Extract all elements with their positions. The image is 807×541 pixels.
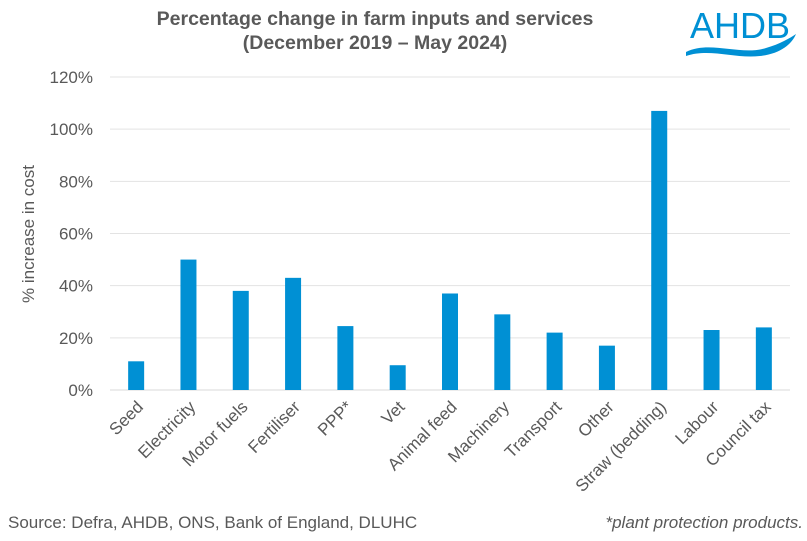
y-tick-label: 80% (59, 172, 93, 191)
x-tick-label: Labour (671, 397, 722, 448)
logo-text: AHDB (690, 5, 790, 46)
footer-note: *plant protection products. (605, 513, 803, 532)
bar-motor-fuels (232, 290, 249, 390)
bar-electricity (180, 259, 197, 390)
bar-machinery (494, 314, 511, 390)
x-tick-label: Seed (105, 397, 147, 439)
bar-ppp (337, 326, 354, 390)
y-tick-label: 60% (59, 225, 93, 244)
footer-source: Source: Defra, AHDB, ONS, Bank of Englan… (8, 513, 418, 532)
chart-title-line1: Percentage change in farm inputs and ser… (156, 8, 594, 30)
bar-straw-bedding (651, 110, 668, 391)
y-axis-label: % increase in cost (19, 165, 38, 303)
bar-animal-feed (442, 293, 458, 390)
y-tick-labels: 0% 20% 40% 60% 80% 100% 120% (50, 68, 93, 400)
x-tick-label: PPP* (314, 397, 356, 439)
bar-labour (703, 330, 720, 390)
x-tick-label: Other (574, 397, 618, 441)
logo-wave (686, 34, 796, 57)
chart-subtitle: (December 2019 – May 2024) (242, 32, 508, 54)
y-tick-label: 40% (59, 277, 93, 296)
x-tick-label: Transport (501, 397, 566, 462)
y-tick-label: 0% (68, 381, 93, 400)
bar-fertiliser (285, 277, 302, 390)
y-tick-label: 100% (50, 120, 93, 139)
ahdb-logo: AHDB (686, 5, 796, 57)
y-tick-label: 20% (59, 329, 93, 348)
x-tick-label: Vet (378, 397, 409, 428)
bar-council-tax (755, 327, 772, 390)
bar-other (598, 345, 615, 390)
bars (128, 110, 772, 391)
x-tick-label: Straw (bedding) (572, 397, 670, 495)
bar-vet (389, 365, 406, 390)
bar-transport (546, 332, 563, 390)
bar-seed (128, 361, 145, 390)
chart-title: Percentage change in farm inputs and ser… (100, 7, 650, 55)
x-tick-label: Fertiliser (244, 397, 304, 457)
y-tick-label: 120% (50, 68, 93, 87)
